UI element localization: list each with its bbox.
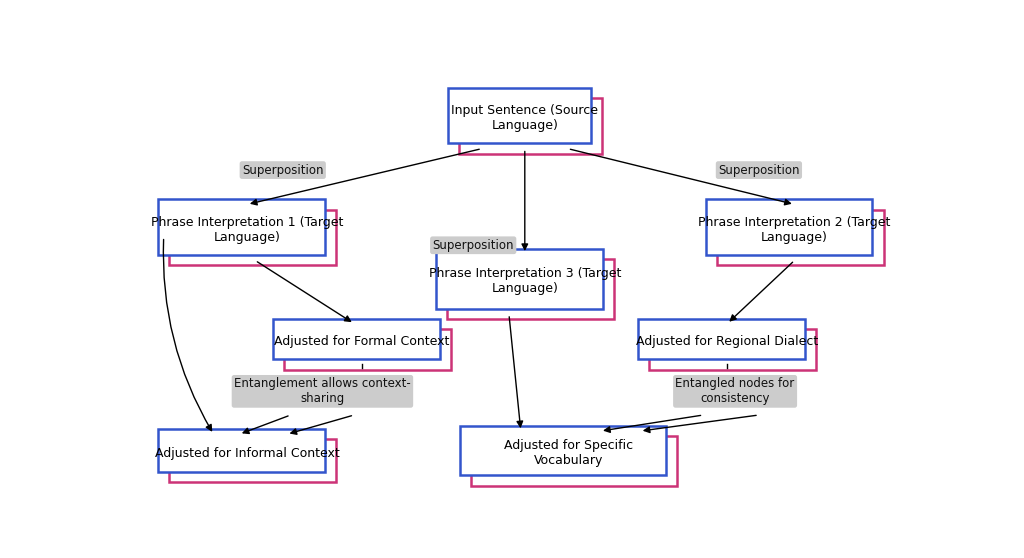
Text: Entanglement allows context-
sharing: Entanglement allows context- sharing [234, 377, 411, 405]
Text: Adjusted for Specific
Vocabulary: Adjusted for Specific Vocabulary [504, 439, 633, 467]
FancyBboxPatch shape [158, 199, 325, 255]
FancyBboxPatch shape [447, 88, 591, 143]
Text: Superposition: Superposition [242, 163, 324, 176]
Text: Phrase Interpretation 3 (Target
Language): Phrase Interpretation 3 (Target Language… [429, 267, 621, 295]
Text: Phrase Interpretation 2 (Target
Language): Phrase Interpretation 2 (Target Language… [698, 216, 891, 244]
Text: Superposition: Superposition [718, 163, 800, 176]
FancyBboxPatch shape [447, 259, 613, 319]
Text: Adjusted for Regional Dialect: Adjusted for Regional Dialect [636, 335, 818, 348]
FancyBboxPatch shape [169, 210, 336, 266]
FancyBboxPatch shape [471, 436, 677, 485]
Text: Input Sentence (Source
Language): Input Sentence (Source Language) [452, 104, 598, 132]
FancyBboxPatch shape [285, 329, 451, 369]
FancyBboxPatch shape [717, 210, 884, 266]
FancyBboxPatch shape [273, 319, 440, 359]
FancyBboxPatch shape [436, 249, 602, 309]
FancyBboxPatch shape [638, 319, 805, 359]
Text: Adjusted for Formal Context: Adjusted for Formal Context [274, 335, 450, 348]
Text: Adjusted for Informal Context: Adjusted for Informal Context [155, 447, 339, 460]
FancyBboxPatch shape [649, 329, 816, 369]
Text: Phrase Interpretation 1 (Target
Language): Phrase Interpretation 1 (Target Language… [151, 216, 343, 244]
FancyBboxPatch shape [169, 440, 336, 483]
FancyBboxPatch shape [460, 426, 666, 475]
Text: Entangled nodes for
consistency: Entangled nodes for consistency [676, 377, 795, 405]
FancyBboxPatch shape [158, 429, 325, 472]
Text: Superposition: Superposition [432, 239, 514, 252]
FancyBboxPatch shape [459, 98, 602, 154]
FancyBboxPatch shape [706, 199, 872, 255]
